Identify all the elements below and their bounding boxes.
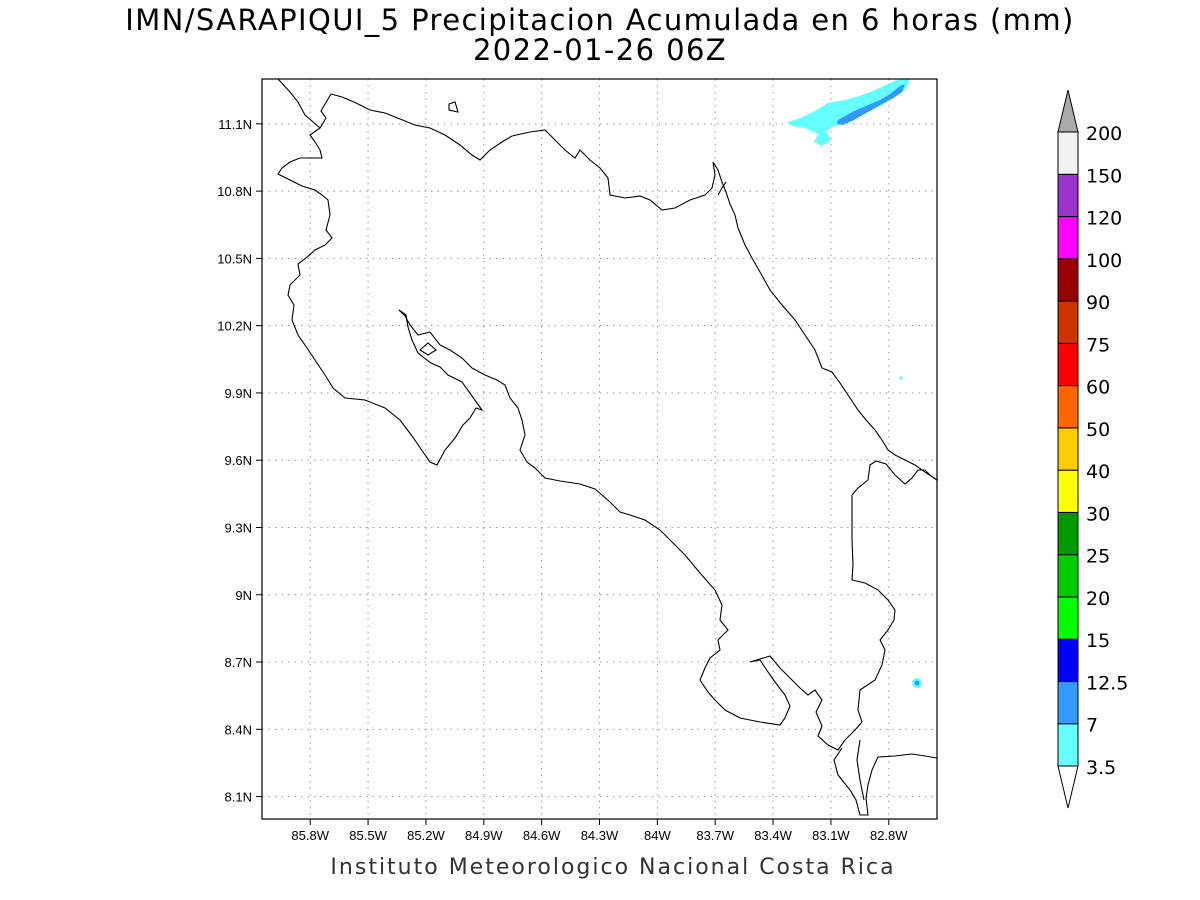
precipitation-shading xyxy=(788,79,922,688)
colorbar-label: 40 xyxy=(1086,461,1110,483)
colorbar-label: 50 xyxy=(1086,419,1110,441)
lon-tick-label: 83.7W xyxy=(696,828,734,843)
colorbar-segment xyxy=(1057,385,1079,429)
colorbar-segment xyxy=(1057,216,1079,260)
colorbar-segment xyxy=(1057,300,1079,344)
lon-tick-label: 83.1W xyxy=(812,828,850,843)
lon-tick-label: 85.8W xyxy=(291,828,329,843)
lon-tick-label: 84W xyxy=(644,828,671,843)
lat-tick-label: 8.1N xyxy=(225,790,252,805)
lat-tick-label: 8.4N xyxy=(225,722,252,737)
lat-tick-label: 9N xyxy=(235,588,252,603)
lat-tick-label: 11.1N xyxy=(218,117,252,132)
lon-tick-label: 82.8W xyxy=(870,828,908,843)
lat-tick-label: 9.9N xyxy=(225,386,252,401)
lon-tick-label: 85.2W xyxy=(407,828,445,843)
colorbar-segment xyxy=(1057,511,1079,556)
lat-tick-label: 10.2N xyxy=(217,319,252,334)
lat-tick-label: 9.6N xyxy=(225,453,252,468)
colorbar-segment xyxy=(1057,596,1079,640)
colorbar-segment xyxy=(1057,680,1079,725)
colorbar-label: 7 xyxy=(1086,715,1098,737)
lat-tick-label: 9.3N xyxy=(225,520,252,535)
colorbar-label: 30 xyxy=(1086,503,1110,525)
bay-detail xyxy=(717,181,727,196)
lon-tick-label: 84.3W xyxy=(581,828,619,843)
precip-area-3.5 xyxy=(788,79,910,146)
colorbar-label: 60 xyxy=(1086,377,1110,399)
lon-tick-label: 85.5W xyxy=(349,828,387,843)
axis-ticks: 85.8W 85.5W 85.2W 84.9W 84.6W 84.3W 84W 83.7W 83… xyxy=(217,117,908,843)
precip-spot-east-core xyxy=(914,680,920,686)
chart-title: IMN/SARAPIQUI_5 Precipitacion Acumulada … xyxy=(125,3,1075,37)
panama-border-inner xyxy=(856,739,865,801)
colorbar-label: 90 xyxy=(1086,292,1110,314)
colorbar-segment xyxy=(1057,723,1079,767)
colorbar-top-arrow xyxy=(1057,89,1079,133)
lon-tick-label: 84.6W xyxy=(523,828,561,843)
colorbar-label: 15 xyxy=(1086,630,1110,652)
chart-subtitle: 2022-01-26 06Z xyxy=(472,33,728,67)
colorbar-label: 25 xyxy=(1086,546,1110,568)
colorbar-label: 75 xyxy=(1086,334,1110,356)
lat-tick-label: 10.8N xyxy=(217,184,252,199)
gulf-of-nicoya-coast xyxy=(398,309,937,751)
colorbar-label: 20 xyxy=(1086,588,1110,610)
precip-area-7 xyxy=(837,84,905,125)
lon-tick-label: 84.9W xyxy=(465,828,503,843)
colorbar-segment xyxy=(1057,173,1079,218)
nicaragua-coast-west xyxy=(277,127,484,466)
colorbar-bottom-arrow xyxy=(1057,765,1079,809)
lat-tick-label: 10.5N xyxy=(217,251,252,266)
precip-dot xyxy=(899,376,903,380)
footer-credit: Instituto Meteorologico Nacional Costa R… xyxy=(330,855,896,880)
colorbar-label: 12.5 xyxy=(1086,672,1128,694)
colorbar-segment xyxy=(1057,131,1079,175)
colorbar-label: 200 xyxy=(1086,123,1122,145)
colorbar-segment xyxy=(1057,554,1079,598)
colorbar-segment xyxy=(1057,638,1079,682)
nicaragua-border-north xyxy=(277,79,713,211)
lon-tick-label: 83.4W xyxy=(754,828,792,843)
lake-detail xyxy=(419,342,437,356)
colorbar-segment xyxy=(1057,342,1079,387)
colorbar-label: 3.5 xyxy=(1086,757,1116,779)
colorbar-segment xyxy=(1057,258,1079,302)
colorbar-segment xyxy=(1057,427,1079,471)
panama-border xyxy=(833,747,937,816)
map-grid xyxy=(262,79,937,819)
colorbar-segment xyxy=(1057,469,1079,513)
colorbar-label: 150 xyxy=(1086,165,1122,187)
colorbar-label: 100 xyxy=(1086,250,1122,272)
coastline xyxy=(277,79,937,816)
lat-tick-label: 8.7N xyxy=(225,655,252,670)
colorbar-legend: 3.5 7 12.5 15 20 25 30 40 50 60 75 90 100 120 150 200 xyxy=(1057,89,1128,809)
colorbar-label: 120 xyxy=(1086,208,1122,230)
island xyxy=(448,101,459,113)
caribbean-coast xyxy=(711,161,937,481)
